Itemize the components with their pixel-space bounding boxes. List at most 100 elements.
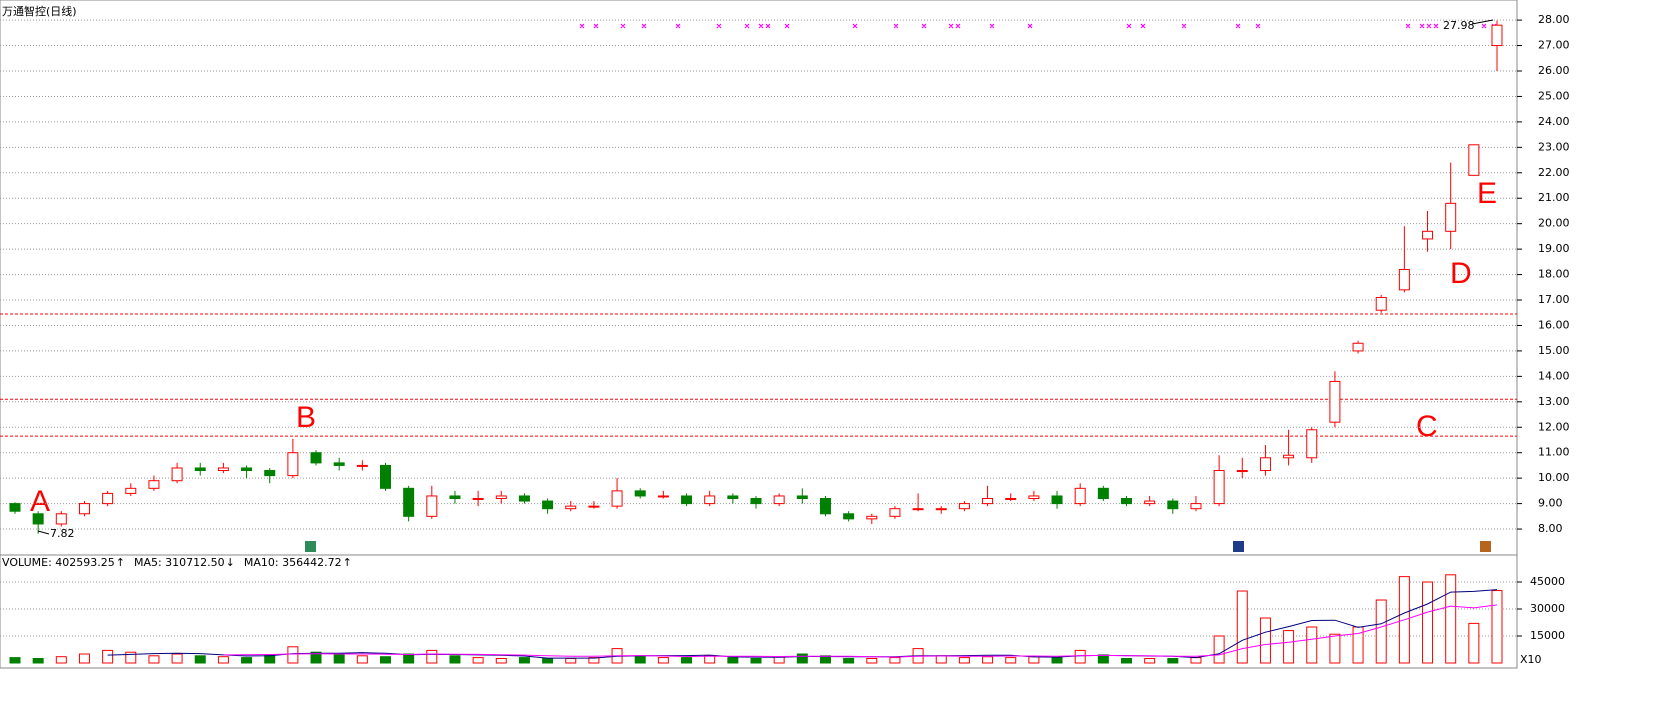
candle-body [426, 495, 438, 517]
candle [634, 488, 646, 499]
volume-bar [403, 653, 415, 664]
volume-bar [1144, 658, 1156, 664]
candle [912, 493, 924, 512]
volume-bar [426, 649, 438, 664]
candle [287, 438, 299, 479]
candle [588, 501, 600, 509]
candle [866, 513, 878, 524]
candle [819, 495, 831, 517]
candle-body [1491, 24, 1503, 47]
volume-bar [1491, 590, 1503, 664]
candle-body [102, 492, 114, 505]
candle [1144, 495, 1156, 507]
volume-bar [1422, 581, 1434, 664]
candle-body [611, 490, 623, 507]
candle [333, 457, 345, 471]
annotation: E [1477, 177, 1497, 210]
candle-body [866, 515, 878, 520]
volume-bar [1329, 633, 1341, 664]
y-tick-label: 15.00 [1538, 344, 1570, 357]
candle [1398, 226, 1410, 293]
volume-bar [1167, 658, 1179, 664]
candle-body [55, 513, 67, 525]
candle [9, 502, 21, 514]
candle-body [773, 495, 785, 505]
volume-bar [704, 655, 716, 664]
legend-label: VOLUME: 402593.25 [2, 556, 115, 569]
event-icon [1480, 541, 1491, 552]
candle-body [750, 498, 762, 505]
candle-body [1121, 498, 1132, 505]
candle [958, 501, 970, 512]
candle-body [819, 498, 831, 515]
volume-bar [1213, 635, 1225, 664]
candle [611, 478, 623, 509]
low-label: 7.82 [50, 527, 75, 540]
y-tick-label: 22.00 [1538, 166, 1570, 179]
y-tick-label: 12.00 [1538, 420, 1570, 433]
volume-bar [657, 657, 669, 664]
candle-body [1097, 487, 1109, 500]
ma-line [223, 604, 1498, 658]
y-tick-label: 21.00 [1538, 191, 1570, 204]
volume-bar [171, 653, 183, 664]
candle [542, 498, 554, 514]
candle [1422, 210, 1434, 252]
candle-body [1375, 296, 1387, 311]
volume-bar [1097, 654, 1109, 664]
legend-label: MA5: 310712.50 [134, 556, 225, 569]
volume-bar [55, 656, 67, 664]
candle-body [1074, 487, 1086, 505]
volume-bar [750, 658, 762, 664]
candle-body [472, 498, 484, 501]
candle-body [495, 495, 507, 500]
annotation: D [1450, 257, 1472, 290]
y-tick-label: 28.00 [1538, 13, 1570, 26]
candle-body [1398, 268, 1410, 291]
candle [565, 501, 577, 512]
candle [241, 465, 253, 479]
volume-bar [472, 657, 484, 664]
legend-arrow: ↑ [343, 556, 352, 569]
candle-body [1144, 500, 1156, 505]
candle [982, 485, 994, 507]
volume-bar [102, 649, 114, 664]
volume-bar [727, 657, 739, 664]
candle [148, 475, 160, 491]
candle-body [704, 495, 716, 505]
y-tick-label: 45000 [1530, 575, 1565, 588]
volume-bar [518, 657, 530, 664]
candle [380, 462, 391, 491]
y-tick-label: 20.00 [1538, 217, 1570, 230]
candle-body [958, 503, 970, 510]
volume-bar [843, 658, 855, 664]
y-tick-label: 25.00 [1538, 89, 1570, 102]
candle [727, 493, 739, 504]
candle [1213, 455, 1225, 507]
volume-bar [1468, 622, 1480, 664]
candle-body [796, 495, 808, 500]
candle [681, 493, 693, 507]
candle [264, 467, 276, 484]
volume-bar [78, 653, 90, 664]
candle [1283, 429, 1295, 466]
candle-body [125, 487, 137, 494]
candle [1468, 144, 1480, 176]
volume-bar [1306, 626, 1318, 664]
legend-arrow: ↓ [226, 556, 235, 569]
y-tick-label: 11.00 [1538, 446, 1570, 459]
candle-body [1051, 495, 1063, 505]
candle-body [588, 505, 600, 508]
volume-bar [958, 657, 970, 664]
volume-bar [935, 655, 947, 664]
candle-body [912, 508, 924, 511]
candle [495, 490, 507, 504]
candle [773, 493, 785, 507]
high-label: 27.98 [1443, 19, 1475, 32]
candle-body [1213, 470, 1225, 505]
volume-bar [1236, 590, 1248, 664]
candle-body [681, 495, 693, 505]
annotation: A [30, 485, 50, 518]
volume-bar [681, 657, 693, 664]
y-tick-label: 13.00 [1538, 395, 1570, 408]
